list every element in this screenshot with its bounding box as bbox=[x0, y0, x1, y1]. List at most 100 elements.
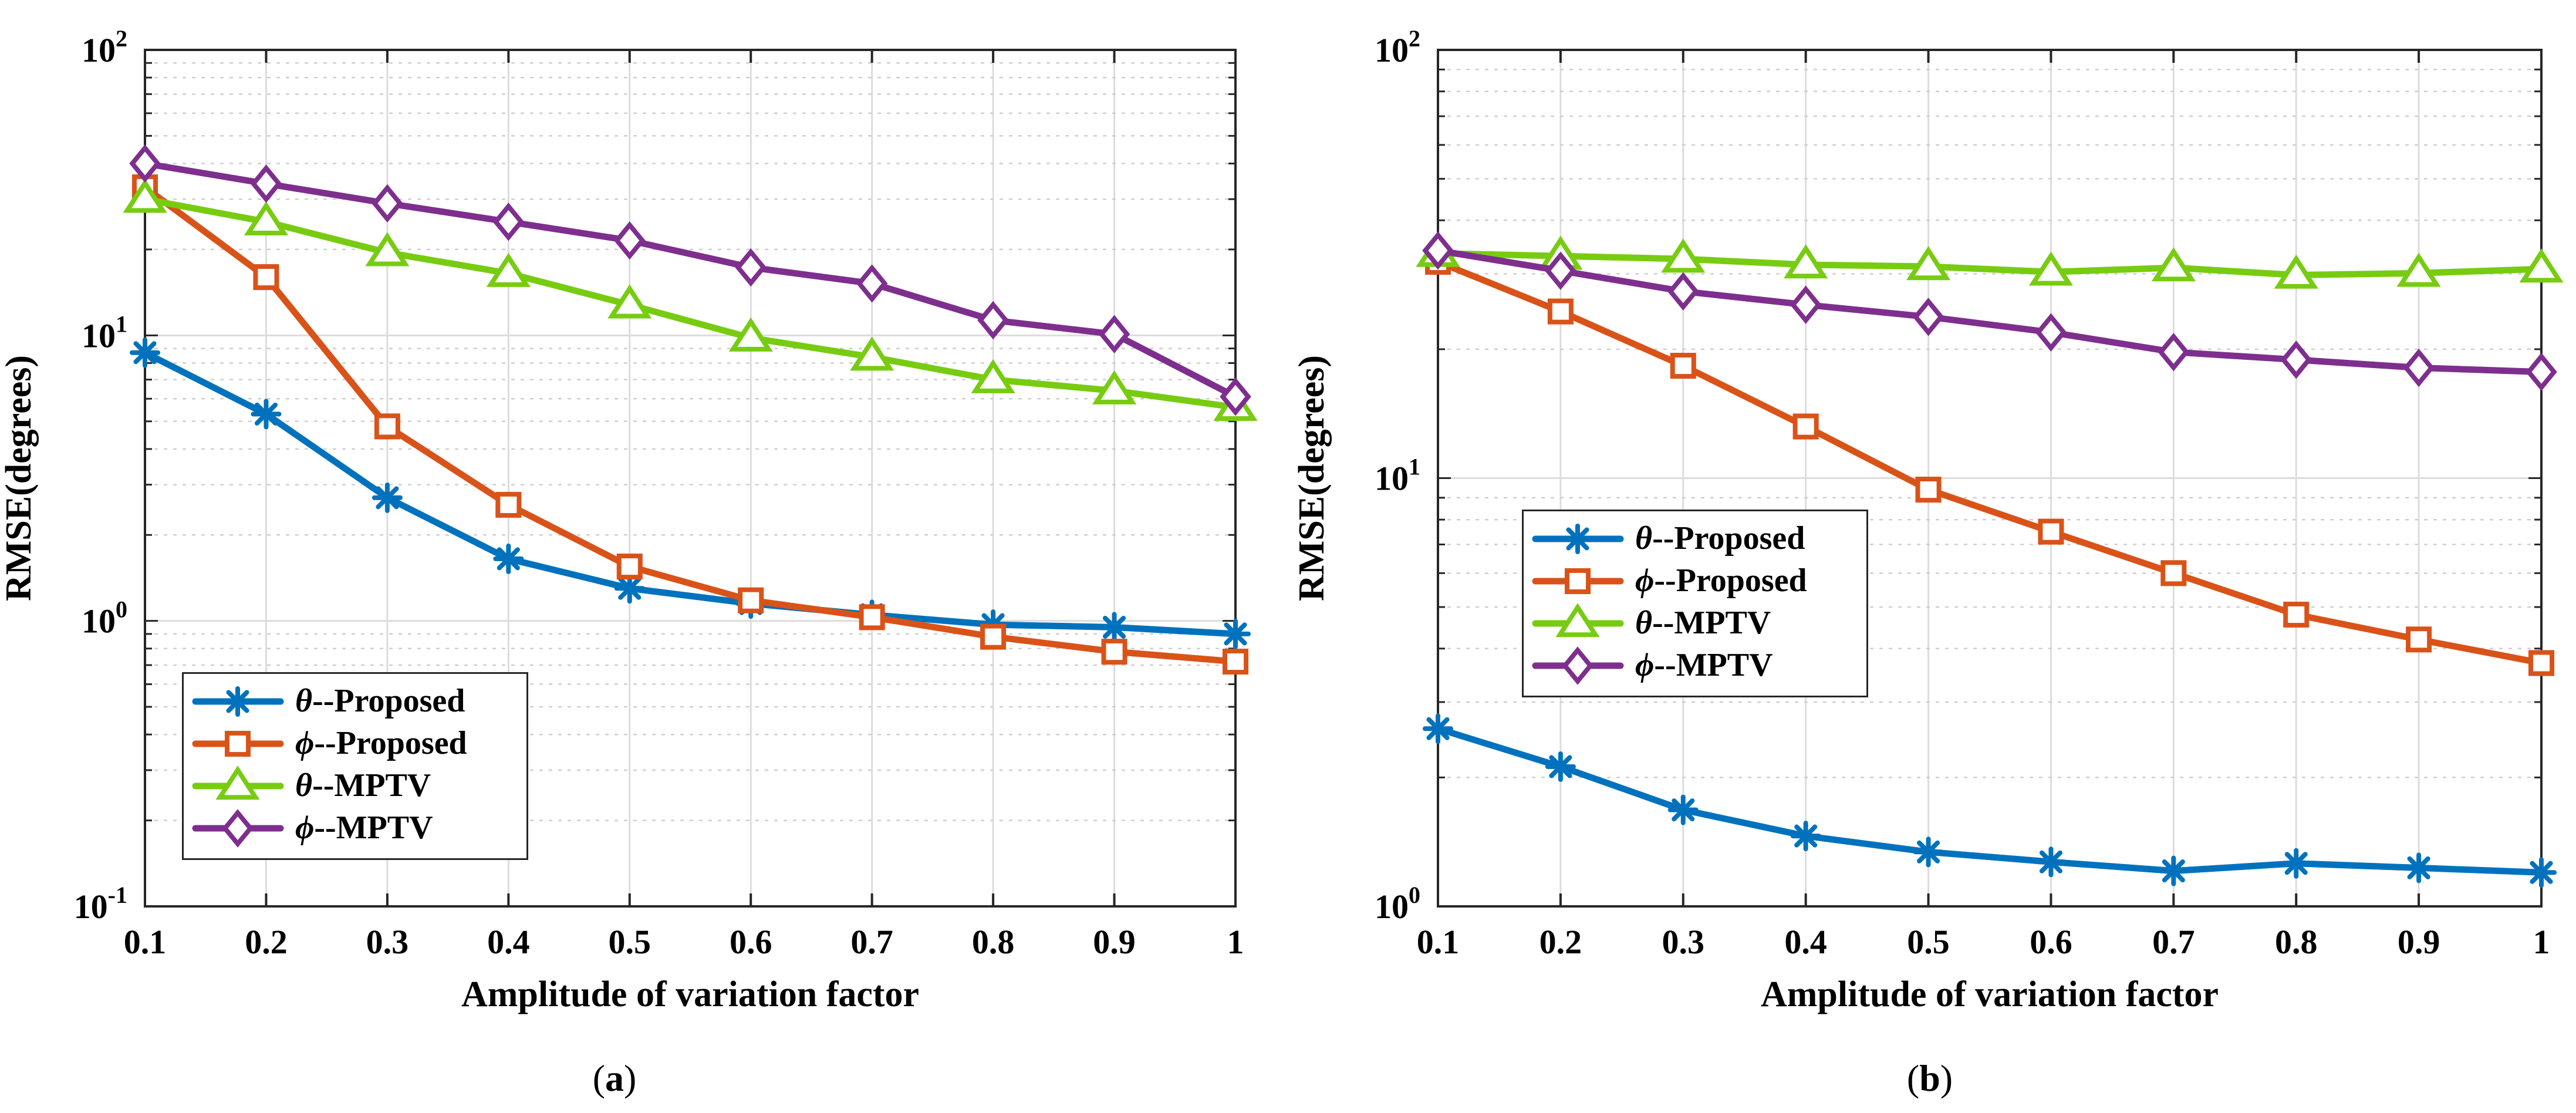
data-point bbox=[738, 587, 764, 613]
data-point bbox=[1667, 794, 1699, 825]
legend-label: ϕ--Proposed bbox=[295, 725, 467, 761]
data-point bbox=[244, 201, 289, 236]
series-line bbox=[1434, 249, 2545, 279]
data-point bbox=[616, 554, 643, 580]
data-point bbox=[1784, 244, 1828, 279]
data-point bbox=[492, 203, 525, 241]
x-tick-label: 0.9 bbox=[2398, 923, 2440, 961]
series-line bbox=[141, 184, 1239, 665]
grid bbox=[1438, 50, 2541, 906]
legend-label: ϕ--MPTV bbox=[295, 810, 433, 846]
legend-swatch bbox=[192, 686, 284, 717]
data-point bbox=[728, 317, 773, 352]
legend-label: θ--MPTV bbox=[1635, 605, 1771, 641]
x-axis-label: Amplitude of variation factor bbox=[1761, 974, 2219, 1014]
data-point bbox=[365, 232, 410, 267]
grid bbox=[145, 50, 1235, 906]
x-tick-label: 0.2 bbox=[1539, 923, 1582, 961]
data-point bbox=[1545, 751, 1576, 782]
y-tick-label: 102 bbox=[82, 25, 127, 69]
data-point bbox=[1220, 618, 1251, 649]
data-point bbox=[2274, 254, 2318, 289]
x-tick-label: 0.3 bbox=[1662, 923, 1705, 961]
x-tick-label: 0.4 bbox=[1784, 923, 1827, 961]
data-point bbox=[495, 491, 522, 518]
y-tick-label: 10-1 bbox=[74, 882, 127, 926]
data-point bbox=[1547, 298, 1574, 325]
data-point bbox=[980, 623, 1007, 650]
legend-label: θ--Proposed bbox=[295, 683, 465, 719]
data-point bbox=[123, 178, 167, 213]
data-point bbox=[607, 284, 652, 319]
x-tick-label: 0.9 bbox=[1093, 923, 1136, 961]
data-point bbox=[614, 573, 645, 604]
y-tick-label: 100 bbox=[1375, 882, 1420, 926]
legend-swatch bbox=[192, 765, 284, 800]
data-point bbox=[1422, 231, 1454, 270]
data-point bbox=[1670, 353, 1696, 379]
y-axis-label: RMSE(degrees) bbox=[1292, 355, 1332, 601]
x-tick-label: 0.2 bbox=[245, 923, 288, 961]
data-point bbox=[2519, 248, 2564, 283]
legend-entry: ϕ--Proposed bbox=[1524, 559, 1866, 603]
ticks bbox=[1437, 49, 2543, 908]
y-tick-label: 102 bbox=[1375, 25, 1420, 69]
legend-swatch bbox=[192, 730, 284, 757]
series-line bbox=[1434, 247, 2545, 376]
figure-panel-a: 0.1 0.2 0.3 0.4 0.5 0.6 0.7 0.8 0.9 1 10-1 100 101 10… bbox=[0, 25, 1258, 1099]
series-asterisk bbox=[1423, 713, 2557, 888]
data-point bbox=[1092, 370, 1137, 404]
chart-b-svg: 0.1 0.2 0.3 0.4 0.5 0.6 0.7 0.8 0.9 1 100 101 102 Amp… bbox=[1292, 25, 2564, 1014]
data-point bbox=[1545, 251, 1576, 290]
data-point bbox=[493, 543, 524, 574]
data-point bbox=[251, 399, 282, 430]
data-point bbox=[1667, 272, 1699, 311]
x-tick-label: 1 bbox=[1227, 923, 1244, 961]
data-point bbox=[2035, 846, 2067, 878]
data-point bbox=[1792, 413, 1819, 440]
legend-swatch bbox=[1532, 568, 1624, 595]
x-tick-label: 0.1 bbox=[124, 923, 167, 961]
data-point bbox=[2406, 626, 2432, 653]
data-point bbox=[250, 164, 282, 203]
data-point bbox=[2160, 560, 2187, 586]
data-point bbox=[1790, 821, 1821, 852]
x-tick-label: 0.6 bbox=[2030, 923, 2072, 961]
series-diamond bbox=[129, 144, 1251, 416]
data-point bbox=[850, 336, 894, 371]
data-point bbox=[2158, 332, 2190, 372]
series-line bbox=[141, 195, 1239, 411]
data-point bbox=[2035, 313, 2067, 352]
data-point bbox=[486, 252, 531, 287]
x-tick-label: 0.7 bbox=[2152, 923, 2195, 961]
x-tick-label: 0.4 bbox=[487, 923, 530, 961]
legend-label: θ--Proposed bbox=[1635, 520, 1805, 556]
series-line bbox=[141, 160, 1239, 400]
data-point bbox=[1423, 713, 1453, 744]
series-line bbox=[141, 349, 1239, 638]
y-tick-label: 101 bbox=[1375, 454, 1420, 498]
data-point bbox=[977, 301, 1009, 340]
data-point bbox=[1222, 649, 1249, 675]
legend-entry: ϕ--MPTV bbox=[184, 807, 526, 850]
data-point bbox=[2281, 848, 2312, 879]
series-line bbox=[1434, 725, 2545, 876]
data-point bbox=[2151, 247, 2196, 282]
legend-entry: θ--Proposed bbox=[184, 680, 526, 723]
data-point bbox=[129, 144, 161, 183]
data-point bbox=[971, 359, 1015, 393]
ticks bbox=[144, 49, 1237, 908]
x-tick-label: 0.8 bbox=[972, 923, 1015, 961]
data-point bbox=[2403, 852, 2435, 883]
data-point bbox=[2280, 340, 2312, 379]
data-point bbox=[1912, 298, 1944, 336]
x-tick-label: 0.8 bbox=[2275, 923, 2318, 961]
y-tick-label: 101 bbox=[82, 311, 127, 355]
x-tick-label: 0.5 bbox=[1907, 923, 1950, 961]
data-point bbox=[130, 337, 160, 368]
data-point bbox=[2038, 518, 2064, 545]
data-point bbox=[253, 264, 279, 291]
data-point bbox=[2028, 251, 2074, 286]
series-asterisk bbox=[130, 337, 1251, 649]
data-point bbox=[2158, 855, 2189, 886]
